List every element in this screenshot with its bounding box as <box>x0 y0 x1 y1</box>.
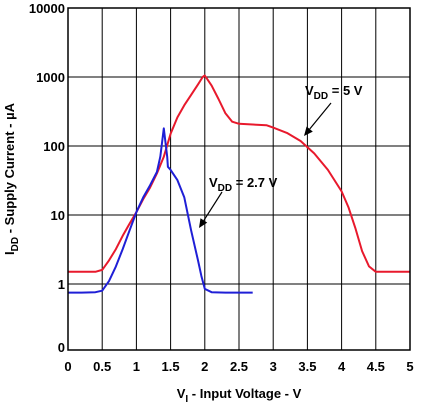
x-tick-label-10: 5 <box>406 359 413 374</box>
y-tick-label-3: 1000 <box>36 70 65 85</box>
y-tick-label-zero: 0 <box>58 340 65 355</box>
x-axis-title: VI - Input Voltage - V <box>177 386 302 405</box>
annotation-vdd-2-7v-label: VDD = 2.7 V <box>209 175 278 194</box>
series-vdd-2-7v-line <box>68 127 253 294</box>
annotation-vdd-2-7v: VDD = 2.7 V <box>199 175 278 228</box>
series-layer <box>68 74 410 294</box>
y-axis-title-main: I <box>2 251 17 255</box>
y-tick-label-1: 10 <box>51 208 65 223</box>
x-tick-label-3: 1.5 <box>162 359 180 374</box>
x-tick-labels: 0 0.5 1 1.5 2 2.5 3 3.5 4 4.5 5 <box>64 359 413 374</box>
annotation-vdd-2-7v-main: V <box>209 175 218 190</box>
annotation-vdd-5v-arrowhead <box>304 126 313 136</box>
annotation-vdd-5v-sub: DD <box>314 91 328 102</box>
y-axis-title: IDD - Supply Current - µA <box>2 102 21 255</box>
annotation-vdd-5v-main: V <box>305 83 314 98</box>
series-vdd-5v-line <box>68 74 410 273</box>
y-tick-label-0: 1 <box>58 277 65 292</box>
annotation-vdd-2-7v-arrow <box>203 191 223 221</box>
x-axis-title-rest: - Input Voltage - V <box>188 386 301 401</box>
y-tick-labels: 1 10 100 1000 10000 0 <box>29 1 65 355</box>
x-axis-title-main: V <box>177 386 186 401</box>
x-tick-label-0: 0 <box>64 359 71 374</box>
y-axis-title-rest: - Supply Current - µA <box>2 102 17 236</box>
x-tick-label-9: 4.5 <box>367 359 385 374</box>
y-axis-title-sub: DD <box>10 237 21 251</box>
x-tick-label-7: 3.5 <box>298 359 316 374</box>
annotation-vdd-5v-label: VDD = 5 V <box>305 83 363 102</box>
y-tick-label-4: 10000 <box>29 1 65 16</box>
x-tick-label-6: 3 <box>270 359 277 374</box>
x-tick-label-1: 0.5 <box>93 359 111 374</box>
x-tick-label-8: 4 <box>338 359 346 374</box>
annotation-vdd-2-7v-sub: DD <box>218 183 232 194</box>
x-tick-label-5: 2.5 <box>230 359 248 374</box>
annotation-vdd-5v-rest: = 5 V <box>328 83 363 98</box>
x-axis-title-sub: I <box>185 394 188 405</box>
annotation-vdd-2-7v-arrowhead <box>199 218 208 228</box>
annotation-vdd-5v: VDD = 5 V <box>304 83 363 136</box>
annotation-vdd-2-7v-rest: = 2.7 V <box>232 175 277 190</box>
x-tick-label-2: 1 <box>133 359 140 374</box>
y-tick-label-2: 100 <box>43 139 65 154</box>
x-tick-label-4: 2 <box>201 359 208 374</box>
plot-frame <box>67 7 411 351</box>
annotation-vdd-5v-arrow <box>309 102 332 130</box>
